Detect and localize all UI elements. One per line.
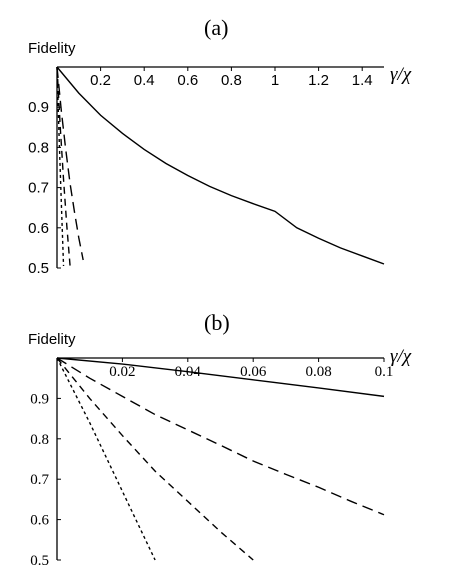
y-tick-label: 0.8: [28, 139, 49, 156]
panel-a-xlabel: γ/χ: [390, 64, 412, 85]
series-line-short-dash: [56, 66, 65, 267]
y-tick-label: 0.8: [30, 432, 49, 448]
x-tick-label: 1.2: [308, 72, 329, 89]
panel-b-ylabel: Fidelity: [28, 331, 76, 348]
panel-b-x-ticks: 0.02 0.04 0.06 0.08 0.1: [109, 358, 393, 380]
x-tick-label: 0.2: [90, 72, 111, 89]
panel-a-label: (a): [204, 15, 228, 40]
y-tick-label: 0.9: [28, 99, 49, 116]
panel-a: (a) Fidelity γ/χ 0.2 0.4 0.6 0.8 1 1.2 1.4 0.9…: [28, 15, 412, 277]
x-tick-label: 1.4: [352, 72, 373, 89]
y-tick-label: 0.7: [30, 472, 49, 488]
series-line-medium-dash: [56, 357, 254, 561]
panel-a-y-ticks: 0.9 0.8 0.7 0.6 0.5: [28, 99, 61, 277]
y-tick-label: 0.5: [28, 260, 49, 277]
x-tick-label: 1: [271, 72, 279, 89]
x-tick-label: 0.08: [305, 364, 331, 380]
x-tick-label: 0.6: [177, 72, 198, 89]
x-tick-label: 0.02: [109, 364, 135, 380]
panel-a-ylabel: Fidelity: [28, 40, 76, 57]
series-line-solid: [56, 66, 385, 265]
series-line-short-dash: [56, 357, 156, 561]
y-tick-label: 0.9: [30, 391, 49, 407]
series-line-long-dash: [56, 66, 84, 261]
x-tick-label: 0.4: [134, 72, 155, 89]
x-tick-label: 0.8: [221, 72, 242, 89]
y-tick-label: 0.6: [28, 220, 49, 237]
y-tick-label: 0.7: [28, 180, 49, 197]
series-line-medium-dash: [56, 66, 71, 267]
panel-b-xlabel: γ/χ: [390, 346, 412, 367]
panel-b-y-ticks: 0.9 0.8 0.7 0.6 0.5: [30, 391, 61, 569]
x-tick-label: 0.06: [240, 364, 267, 380]
y-tick-label: 0.5: [30, 553, 49, 569]
panel-b-label: (b): [204, 310, 230, 335]
series-line-solid: [56, 357, 385, 398]
y-tick-label: 0.6: [30, 513, 49, 529]
panel-b: (b) Fidelity γ/χ 0.02 0.04 0.06 0.08 0.1 0.9…: [28, 310, 412, 569]
panel-a-series: [56, 66, 385, 267]
x-tick-label: 0.1: [375, 364, 394, 380]
series-line-long-dash: [56, 357, 385, 516]
panel-a-x-ticks: 0.2 0.4 0.6 0.8 1 1.2 1.4: [90, 67, 373, 89]
panel-b-series: [56, 357, 385, 561]
